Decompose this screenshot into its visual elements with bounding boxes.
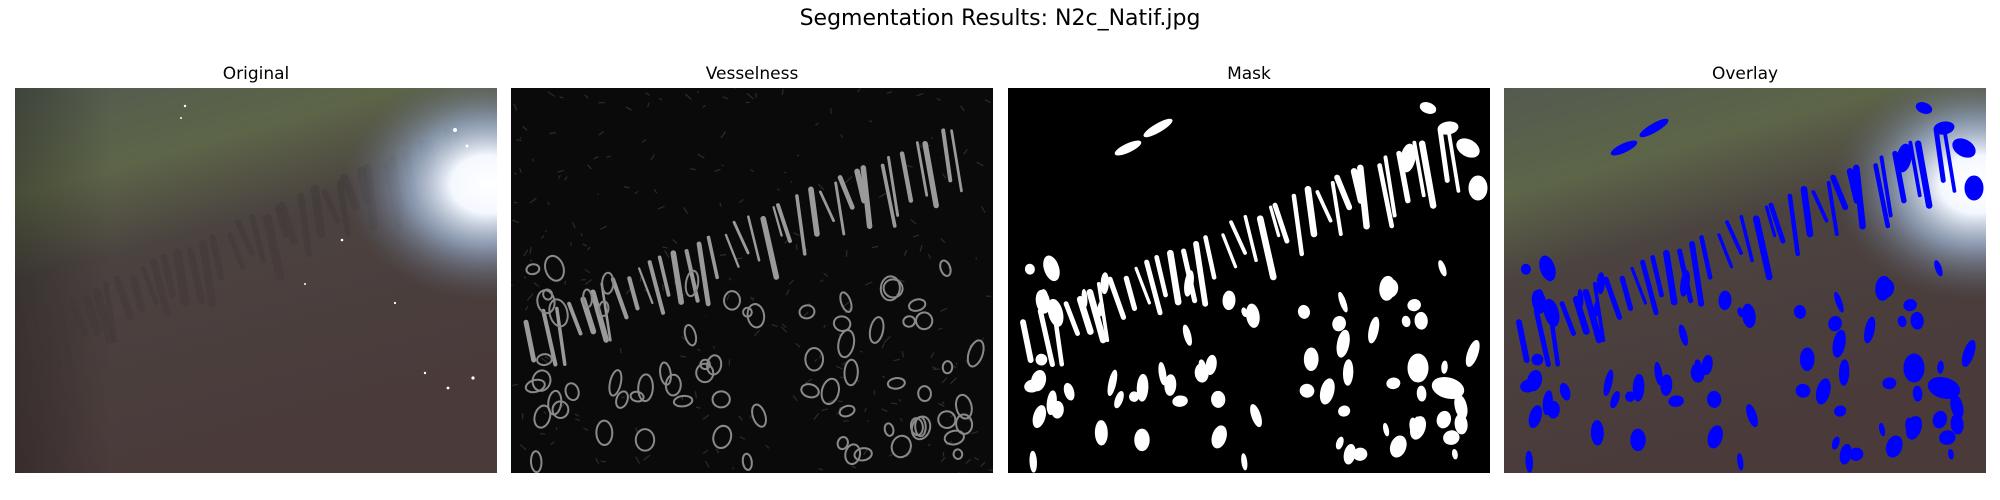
overlay-panel-title: Overlay (1711, 64, 1779, 84)
vesselness-panel-title: Vesselness (705, 64, 799, 84)
mask-panel-title: Mask (1227, 64, 1271, 84)
vesselness-image-panel (511, 88, 993, 473)
vesselness-image (511, 88, 993, 473)
mask-image (1008, 88, 1490, 473)
original-image-panel (15, 88, 497, 473)
original-image (15, 88, 497, 473)
original-panel-title: Original (222, 64, 290, 84)
mask-image-panel (1008, 88, 1490, 473)
overlay-image-panel (1504, 88, 1986, 473)
figure-title: Segmentation Results: N2c_Natif.jpg (799, 6, 1201, 31)
overlay-image (1504, 88, 1986, 473)
